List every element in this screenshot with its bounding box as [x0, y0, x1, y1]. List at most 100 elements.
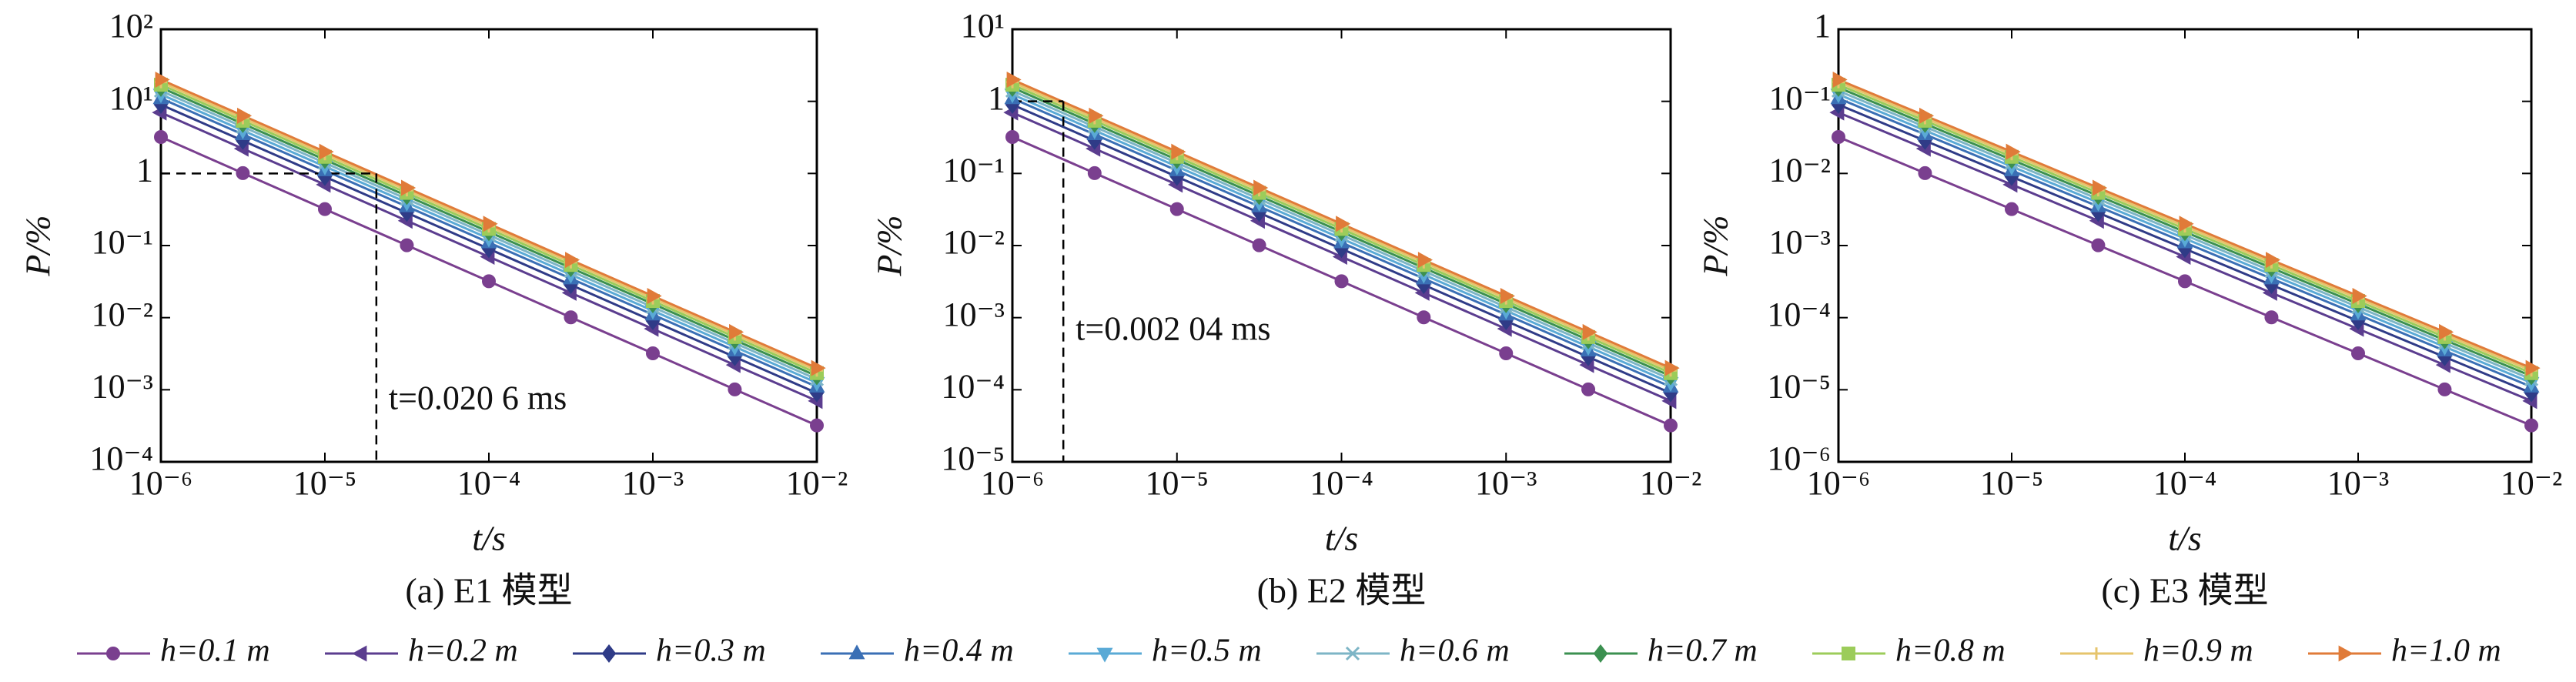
legend-label: h=0.8 m	[1895, 634, 2006, 669]
marker	[810, 418, 824, 433]
marker	[647, 287, 662, 304]
marker	[1417, 310, 1431, 325]
plot-frame	[1837, 28, 2533, 463]
marker	[2439, 323, 2454, 340]
annotation: t=0.020 6 ms	[389, 379, 567, 416]
marker	[2351, 346, 2365, 361]
marker	[352, 645, 367, 662]
legend-label: h=0.3 m	[656, 634, 766, 669]
marker	[646, 346, 660, 361]
x-tick-label: 10⁻⁶	[1807, 464, 1871, 502]
marker	[1006, 71, 1022, 88]
marker	[1582, 323, 1597, 340]
marker	[1832, 71, 1848, 88]
marker	[2179, 216, 2194, 232]
marker	[2006, 143, 2021, 160]
x-tick-label: 10⁻³	[2327, 464, 2389, 502]
y-tick-label: 10⁻¹	[1769, 79, 1831, 117]
x-tick-label: 10⁻³	[622, 464, 684, 502]
x-axis-label: t/s	[472, 519, 505, 558]
x-tick-label: 10⁻⁵	[293, 464, 357, 502]
x-tick-label: 10⁻⁴	[1310, 464, 1373, 502]
x-tick-label: 10⁻²	[2501, 464, 2562, 502]
x-tick-label: 10⁻⁶	[129, 464, 193, 502]
y-axis-label: P/%	[18, 215, 58, 276]
marker	[2352, 287, 2367, 304]
y-tick-label: 10¹	[109, 79, 153, 117]
marker	[564, 310, 578, 325]
marker	[1345, 646, 1360, 661]
y-axis-label: P/%	[1696, 215, 1735, 276]
y-tick-label: 10⁻⁶	[1767, 440, 1831, 477]
marker	[1664, 418, 1678, 433]
x-axis-label: t/s	[1325, 519, 1358, 558]
marker	[728, 382, 742, 396]
marker	[1593, 644, 1608, 664]
marker	[1664, 359, 1680, 376]
marker	[1096, 647, 1113, 663]
marker	[236, 165, 250, 180]
x-tick-label: 10⁻⁵	[1980, 464, 2044, 502]
marker	[1171, 143, 1186, 160]
marker	[2266, 252, 2281, 269]
marker	[1581, 382, 1596, 396]
marker	[1918, 165, 1932, 180]
marker	[1832, 130, 1845, 145]
y-tick-label: 10⁻³	[943, 296, 1005, 333]
marker	[106, 647, 120, 660]
annotation: t=0.002 04 ms	[1076, 309, 1270, 347]
marker	[1499, 346, 1514, 361]
marker	[1842, 647, 1855, 660]
marker	[2525, 359, 2541, 376]
y-tick-label: 10⁻⁵	[1767, 367, 1831, 405]
marker	[482, 274, 496, 289]
y-tick-label: 10⁻⁴	[941, 367, 1005, 405]
y-tick-label: 10⁻²	[1769, 151, 1831, 189]
y-tick-label: 1	[1814, 7, 1831, 45]
marker	[154, 130, 168, 145]
marker	[1253, 179, 1269, 196]
legend-label: h=0.6 m	[1400, 634, 1510, 669]
caption: (b) E2 模型	[1257, 571, 1427, 610]
marker	[319, 143, 334, 160]
marker	[729, 323, 744, 340]
caption: (a) E1 模型	[405, 571, 572, 610]
y-tick-label: 10⁻²	[943, 223, 1005, 261]
marker	[1087, 165, 1102, 180]
x-tick-label: 10⁻⁵	[1145, 464, 1209, 502]
marker	[601, 644, 617, 664]
marker	[2264, 310, 2279, 325]
x-tick-label: 10⁻³	[1475, 464, 1537, 502]
marker	[2093, 179, 2108, 196]
y-tick-label: 1	[136, 151, 153, 189]
marker	[2524, 418, 2538, 433]
marker	[1169, 202, 1184, 216]
caption: (c) E3 模型	[2101, 571, 2268, 610]
y-tick-label: 10²	[109, 7, 153, 45]
y-tick-label: 10⁻³	[1769, 223, 1831, 261]
marker	[1500, 287, 1515, 304]
marker	[401, 179, 417, 196]
x-tick-label: 10⁻⁶	[981, 464, 1045, 502]
marker	[848, 644, 865, 660]
plot: 10⁻⁶ 10⁻⁵ 10⁻⁴ 10⁻³ 10⁻² 10⁻⁴ 10⁻³ 10⁻² 10⁻¹ 1 10¹…	[18, 7, 848, 610]
y-tick-label: 10⁻⁴	[1767, 296, 1831, 333]
marker	[811, 359, 826, 376]
y-tick-label: 10⁻¹	[92, 223, 153, 261]
marker	[1417, 252, 1433, 269]
legend-label: h=0.9 m	[2143, 634, 2253, 669]
marker	[1005, 130, 1019, 145]
plot-frame	[1011, 28, 1672, 463]
marker	[483, 216, 498, 232]
y-tick-label: 10⁻²	[92, 296, 153, 333]
plot: 10⁻⁶ 10⁻⁵ 10⁻⁴ 10⁻³ 10⁻² 10⁻⁶ 10⁻⁵ 10⁻⁴ 10⁻³ 10⁻²…	[1696, 7, 2563, 610]
legend-label: h=0.2 m	[408, 634, 518, 669]
marker	[2437, 382, 2452, 396]
y-tick-label: 10⁻⁵	[941, 440, 1005, 477]
marker	[237, 107, 253, 124]
legend-label: h=1.0 m	[2391, 634, 2501, 669]
marker	[318, 202, 332, 216]
marker	[155, 71, 170, 88]
y-axis-label: P/%	[870, 215, 909, 276]
marker	[2338, 645, 2354, 662]
